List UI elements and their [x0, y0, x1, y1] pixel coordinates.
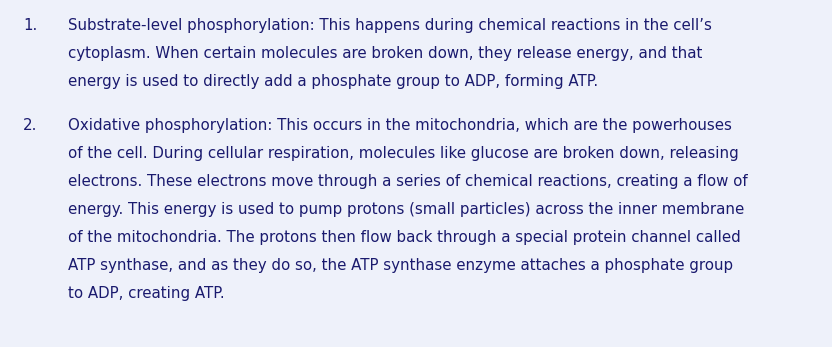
Text: Oxidative phosphorylation: This occurs in the mitochondria, which are the powerh: Oxidative phosphorylation: This occurs i… — [68, 118, 732, 133]
Text: energy. This energy is used to pump protons (small particles) across the inner m: energy. This energy is used to pump prot… — [68, 202, 745, 217]
Text: 2.: 2. — [23, 118, 37, 133]
Text: Substrate-level phosphorylation: This happens during chemical reactions in the c: Substrate-level phosphorylation: This ha… — [68, 18, 712, 33]
Text: to ADP, creating ATP.: to ADP, creating ATP. — [68, 286, 225, 301]
Text: electrons. These electrons move through a series of chemical reactions, creating: electrons. These electrons move through … — [68, 174, 748, 189]
Text: of the mitochondria. The protons then flow back through a special protein channe: of the mitochondria. The protons then fl… — [68, 230, 741, 245]
Text: 1.: 1. — [23, 18, 37, 33]
Text: of the cell. During cellular respiration, molecules like glucose are broken down: of the cell. During cellular respiration… — [68, 146, 739, 161]
Text: energy is used to directly add a phosphate group to ADP, forming ATP.: energy is used to directly add a phospha… — [68, 74, 598, 89]
Text: ATP synthase, and as they do so, the ATP synthase enzyme attaches a phosphate gr: ATP synthase, and as they do so, the ATP… — [68, 258, 733, 273]
Text: cytoplasm. When certain molecules are broken down, they release energy, and that: cytoplasm. When certain molecules are br… — [68, 46, 702, 61]
